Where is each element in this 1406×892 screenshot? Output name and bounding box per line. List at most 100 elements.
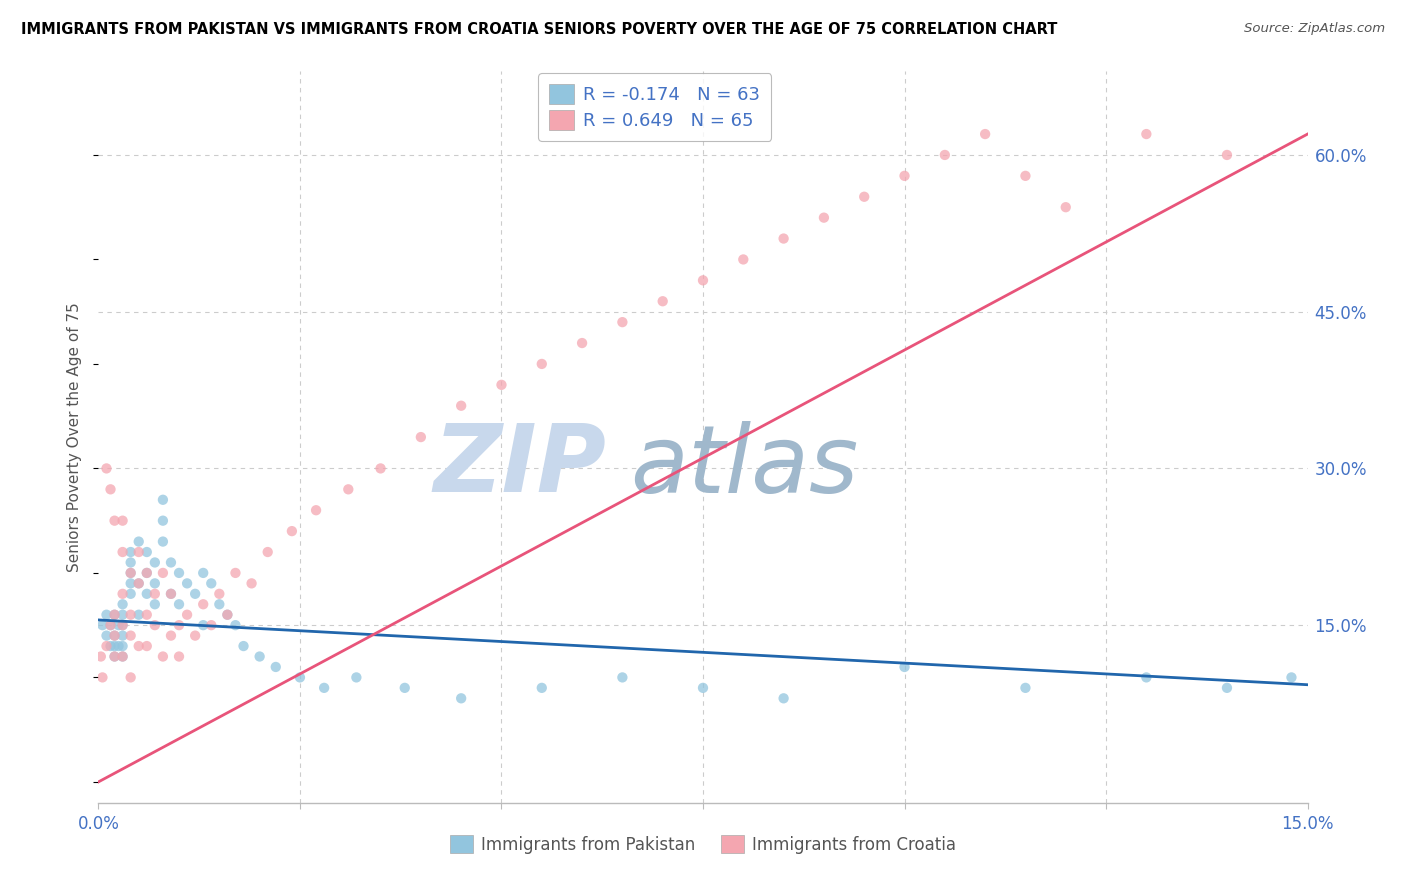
- Point: [160, 587, 183, 601]
- Point: [103, 607, 125, 622]
- Point: [152, 649, 174, 664]
- Point: [128, 576, 150, 591]
- Point: [893, 660, 915, 674]
- Point: [120, 587, 142, 601]
- Legend: Immigrants from Pakistan, Immigrants from Croatia: Immigrants from Pakistan, Immigrants fro…: [443, 829, 963, 860]
- Point: [111, 639, 134, 653]
- Point: [135, 545, 157, 559]
- Point: [612, 670, 634, 684]
- Point: [111, 629, 134, 643]
- Point: [167, 566, 190, 580]
- Point: [974, 127, 997, 141]
- Point: [853, 190, 876, 204]
- Point: [91, 670, 114, 684]
- Point: [120, 545, 142, 559]
- Point: [208, 587, 231, 601]
- Point: [103, 649, 125, 664]
- Point: [120, 576, 142, 591]
- Point: [152, 534, 174, 549]
- Point: [314, 681, 336, 695]
- Point: [571, 336, 593, 351]
- Point: [733, 252, 755, 267]
- Point: [193, 618, 215, 632]
- Point: [281, 524, 304, 538]
- Point: [1216, 148, 1239, 162]
- Point: [143, 618, 166, 632]
- Point: [1135, 670, 1157, 684]
- Point: [305, 503, 328, 517]
- Point: [128, 545, 150, 559]
- Point: [107, 639, 129, 653]
- Point: [120, 556, 142, 570]
- Point: [176, 576, 198, 591]
- Point: [135, 587, 157, 601]
- Point: [111, 545, 134, 559]
- Point: [491, 377, 513, 392]
- Point: [176, 607, 198, 622]
- Point: [128, 607, 150, 622]
- Point: [217, 607, 239, 622]
- Point: [135, 607, 157, 622]
- Point: [692, 273, 714, 287]
- Point: [224, 566, 246, 580]
- Point: [103, 639, 125, 653]
- Point: [224, 618, 246, 632]
- Text: ZIP: ZIP: [433, 420, 606, 512]
- Point: [152, 566, 174, 580]
- Point: [772, 231, 794, 245]
- Point: [143, 556, 166, 570]
- Point: [143, 576, 166, 591]
- Point: [100, 483, 122, 497]
- Point: [103, 629, 125, 643]
- Point: [1281, 670, 1303, 684]
- Point: [103, 514, 125, 528]
- Point: [96, 639, 118, 653]
- Point: [100, 618, 122, 632]
- Point: [128, 639, 150, 653]
- Point: [143, 587, 166, 601]
- Point: [409, 430, 432, 444]
- Point: [111, 597, 134, 611]
- Text: atlas: atlas: [630, 421, 859, 512]
- Point: [160, 556, 183, 570]
- Point: [160, 587, 183, 601]
- Point: [111, 618, 134, 632]
- Point: [337, 483, 360, 497]
- Point: [184, 587, 207, 601]
- Point: [200, 576, 222, 591]
- Point: [111, 649, 134, 664]
- Point: [256, 545, 278, 559]
- Point: [288, 670, 311, 684]
- Point: [103, 649, 125, 664]
- Point: [152, 492, 174, 507]
- Point: [100, 639, 122, 653]
- Point: [111, 618, 134, 632]
- Point: [90, 649, 112, 664]
- Point: [96, 607, 118, 622]
- Point: [193, 566, 215, 580]
- Point: [96, 629, 118, 643]
- Point: [1014, 169, 1036, 183]
- Point: [135, 566, 157, 580]
- Point: [612, 315, 634, 329]
- Point: [120, 670, 142, 684]
- Point: [394, 681, 416, 695]
- Point: [217, 607, 239, 622]
- Point: [344, 670, 367, 684]
- Point: [651, 294, 673, 309]
- Point: [264, 660, 287, 674]
- Point: [370, 461, 392, 475]
- Point: [100, 618, 122, 632]
- Point: [249, 649, 271, 664]
- Point: [167, 597, 190, 611]
- Point: [111, 607, 134, 622]
- Text: IMMIGRANTS FROM PAKISTAN VS IMMIGRANTS FROM CROATIA SENIORS POVERTY OVER THE AGE: IMMIGRANTS FROM PAKISTAN VS IMMIGRANTS F…: [21, 22, 1057, 37]
- Point: [1054, 200, 1077, 214]
- Point: [1216, 681, 1239, 695]
- Point: [232, 639, 254, 653]
- Point: [450, 399, 472, 413]
- Point: [772, 691, 794, 706]
- Point: [96, 461, 118, 475]
- Point: [934, 148, 956, 162]
- Point: [160, 629, 183, 643]
